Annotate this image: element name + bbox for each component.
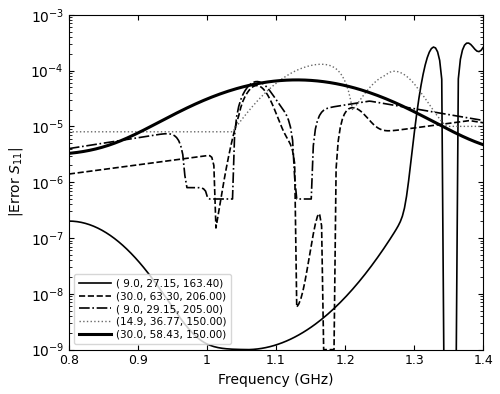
(30.0, 63.30, 206.00) — [240, 99, 246, 104]
(14.9, 36.77, 150.00) — [103, 129, 109, 134]
( 9.0, 27.15, 163.40) — [441, 353, 447, 357]
( 9.0, 27.15, 163.40) — [480, 45, 486, 50]
( 9.0, 29.15, 205.00) — [66, 146, 72, 151]
(30.0, 63.30, 206.00) — [320, 347, 326, 352]
( 9.0, 27.15, 163.40) — [290, 336, 296, 340]
Line: (30.0, 58.43, 150.00): (30.0, 58.43, 150.00) — [69, 80, 483, 153]
(14.9, 36.77, 150.00) — [447, 124, 453, 129]
( 9.0, 29.15, 205.00) — [480, 118, 486, 123]
(14.9, 36.77, 150.00) — [290, 70, 296, 75]
( 9.0, 27.15, 163.40) — [466, 41, 471, 45]
(30.0, 63.30, 206.00) — [103, 167, 109, 171]
( 9.0, 27.15, 163.40) — [103, 230, 109, 235]
(30.0, 58.43, 150.00) — [480, 142, 486, 147]
( 9.0, 29.15, 205.00) — [206, 197, 212, 201]
(30.0, 58.43, 150.00) — [240, 85, 246, 89]
( 9.0, 29.15, 205.00) — [219, 197, 225, 201]
(30.0, 63.30, 206.00) — [217, 201, 223, 206]
Y-axis label: |Error $S_{11}$|: |Error $S_{11}$| — [7, 147, 25, 217]
( 9.0, 29.15, 205.00) — [449, 113, 455, 117]
(30.0, 58.43, 150.00) — [68, 151, 74, 156]
( 9.0, 29.15, 205.00) — [294, 197, 300, 201]
(30.0, 63.30, 206.00) — [68, 171, 74, 176]
(14.9, 36.77, 150.00) — [240, 116, 246, 121]
X-axis label: Frequency (GHz): Frequency (GHz) — [218, 373, 334, 387]
(14.9, 36.77, 150.00) — [480, 124, 486, 129]
Line: (14.9, 36.77, 150.00): (14.9, 36.77, 150.00) — [69, 64, 483, 132]
(30.0, 63.30, 206.00) — [292, 161, 298, 166]
Line: (30.0, 63.30, 206.00): (30.0, 63.30, 206.00) — [69, 85, 483, 349]
(14.9, 36.77, 150.00) — [217, 129, 223, 134]
Line: ( 9.0, 29.15, 205.00): ( 9.0, 29.15, 205.00) — [69, 82, 483, 199]
( 9.0, 29.15, 205.00) — [68, 146, 74, 151]
(30.0, 63.30, 206.00) — [66, 172, 72, 177]
( 9.0, 27.15, 163.40) — [66, 219, 72, 223]
( 9.0, 29.15, 205.00) — [242, 88, 248, 93]
( 9.0, 27.15, 163.40) — [240, 347, 246, 352]
(30.0, 63.30, 206.00) — [254, 83, 260, 88]
( 9.0, 27.15, 163.40) — [68, 219, 74, 223]
(30.0, 58.43, 150.00) — [290, 78, 296, 82]
(14.9, 36.77, 150.00) — [318, 62, 324, 67]
(30.0, 63.30, 206.00) — [480, 121, 486, 125]
(14.9, 36.77, 150.00) — [66, 129, 72, 134]
(30.0, 58.43, 150.00) — [294, 78, 300, 82]
( 9.0, 27.15, 163.40) — [447, 353, 453, 357]
(30.0, 58.43, 150.00) — [447, 128, 453, 133]
( 9.0, 29.15, 205.00) — [103, 140, 109, 145]
(30.0, 58.43, 150.00) — [66, 151, 72, 156]
(30.0, 58.43, 150.00) — [103, 144, 109, 149]
(14.9, 36.77, 150.00) — [68, 129, 74, 134]
(30.0, 58.43, 150.00) — [217, 91, 223, 96]
(30.0, 63.30, 206.00) — [449, 121, 455, 125]
Line: ( 9.0, 27.15, 163.40): ( 9.0, 27.15, 163.40) — [69, 43, 483, 355]
( 9.0, 27.15, 163.40) — [217, 346, 223, 350]
Legend: ( 9.0, 27.15, 163.40), (30.0, 63.30, 206.00), ( 9.0, 29.15, 205.00), (14.9, 36.7: ( 9.0, 27.15, 163.40), (30.0, 63.30, 206… — [74, 273, 232, 344]
( 9.0, 29.15, 205.00) — [254, 79, 260, 84]
